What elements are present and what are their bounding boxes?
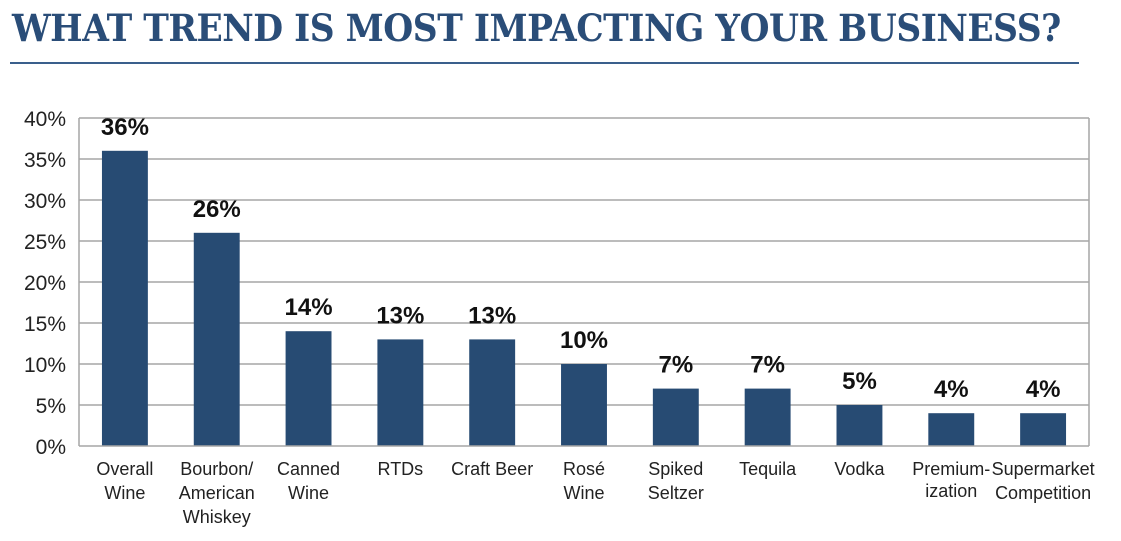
bar xyxy=(744,388,791,446)
category-label: Premium-ization xyxy=(912,459,990,501)
y-tick-label: 25% xyxy=(24,231,66,254)
data-label: 26% xyxy=(193,196,241,223)
category-label: Craft Beer xyxy=(451,459,533,479)
category-label-line: Wine xyxy=(563,483,604,503)
bar xyxy=(193,232,240,446)
category-label: Rosé Wine xyxy=(563,459,605,503)
category-label: RTDs xyxy=(378,459,424,479)
title-divider xyxy=(10,62,1079,64)
category-label: Supermarket Competition xyxy=(992,459,1095,503)
y-tick-label: 30% xyxy=(24,190,66,213)
bar xyxy=(101,150,148,447)
axes xyxy=(78,118,1090,447)
y-tick-label: 35% xyxy=(24,149,66,172)
data-label: 7% xyxy=(750,352,785,379)
bar xyxy=(1020,413,1067,446)
y-tick-label: 20% xyxy=(24,272,66,295)
category-label-line: Wine xyxy=(288,483,329,503)
category-label-line: RTDs xyxy=(378,459,424,479)
category-label: Overall Wine xyxy=(96,459,153,503)
data-label: 5% xyxy=(842,368,877,395)
category-label-line: Spiked xyxy=(648,459,703,479)
y-tick-label: 10% xyxy=(24,354,66,377)
category-labels: Overall Wine Bourbon/American Whiskey Canned… xyxy=(96,459,1094,527)
data-label: 10% xyxy=(560,327,608,354)
bar xyxy=(928,413,975,446)
bar xyxy=(377,339,424,446)
data-label: 13% xyxy=(468,302,516,329)
y-tick-label: 5% xyxy=(36,395,66,418)
data-label: 36% xyxy=(101,114,149,141)
y-axis-ticks: 0% 5% 10% 15% 20% 25% 30% 35% 40% xyxy=(24,108,66,459)
category-label: Vodka xyxy=(834,459,885,479)
bar xyxy=(285,331,332,446)
bar xyxy=(836,405,883,446)
data-label: 4% xyxy=(934,376,969,403)
chart-title: WHAT TREND IS MOST IMPACTING YOUR BUSINE… xyxy=(12,6,1061,50)
category-label-line: Rosé xyxy=(563,459,605,479)
y-tick-label: 0% xyxy=(36,436,66,459)
y-tick-label: 15% xyxy=(24,313,66,336)
category-label-line: Craft Beer xyxy=(451,459,533,479)
bar xyxy=(561,364,607,446)
bar xyxy=(469,339,516,446)
y-tick-label: 40% xyxy=(24,108,66,131)
data-labels: 36% 26% 14% 13% 13% 10% 7% 7% 5% 4% 4% xyxy=(101,114,1061,403)
category-label-line: American xyxy=(179,483,255,503)
category-label-line: Competition xyxy=(995,483,1091,503)
category-label-line: Overall xyxy=(96,459,153,479)
gridlines xyxy=(79,117,1089,406)
category-label-line: Supermarket xyxy=(992,459,1095,479)
category-label-line: Vodka xyxy=(834,459,885,479)
category-label-line: Tequila xyxy=(739,459,797,479)
category-label: Spiked Seltzer xyxy=(648,459,704,503)
bar xyxy=(652,388,699,446)
category-label-line: Bourbon/ xyxy=(180,459,253,479)
category-label-line: Whiskey xyxy=(183,507,251,527)
data-label: 13% xyxy=(376,302,424,329)
category-label: Canned Wine xyxy=(277,459,340,503)
data-label: 14% xyxy=(285,294,333,321)
category-label: Tequila xyxy=(739,459,797,479)
category-label-line: ization xyxy=(925,481,977,501)
category-label: Bourbon/American Whiskey xyxy=(179,459,255,527)
bars xyxy=(101,150,1067,447)
data-label: 4% xyxy=(1026,376,1061,403)
data-label: 7% xyxy=(658,352,693,379)
category-label-line: Canned xyxy=(277,459,340,479)
category-label-line: Premium- xyxy=(912,459,990,479)
category-label-line: Seltzer xyxy=(648,483,704,503)
category-label-line: Wine xyxy=(104,483,145,503)
